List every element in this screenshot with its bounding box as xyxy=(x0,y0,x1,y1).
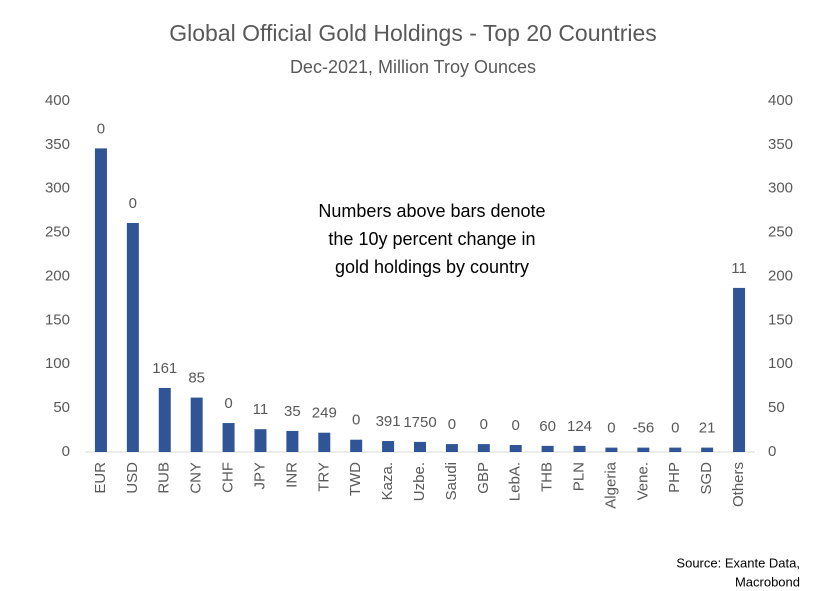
x-tick-label: Kaza. xyxy=(379,462,396,500)
y-tick-label: 300 xyxy=(45,180,70,197)
bar-label: 0 xyxy=(671,420,679,437)
x-tick-label: CNY xyxy=(188,462,205,494)
bar xyxy=(637,447,650,452)
source: Source: Exante Data, xyxy=(676,555,800,570)
bar xyxy=(605,447,618,452)
y2-tick-label: 300 xyxy=(768,180,793,197)
x-tick-label: JPY xyxy=(251,462,268,490)
annotation: the 10y percent change in xyxy=(328,229,535,249)
x-tick-label: INR xyxy=(283,462,300,488)
bar-label: 11 xyxy=(731,260,747,277)
y2-tick-label: 200 xyxy=(768,267,793,284)
x-tick-label: SGD xyxy=(698,462,715,495)
annotation: gold holdings by country xyxy=(335,257,529,277)
annotation: Numbers above bars denote xyxy=(318,201,545,221)
bar xyxy=(669,447,682,452)
bar xyxy=(701,447,714,452)
y-tick-label: 400 xyxy=(45,92,70,109)
bar xyxy=(541,445,554,452)
bar-label: 0 xyxy=(352,412,360,429)
bar xyxy=(126,222,139,452)
bar xyxy=(286,430,299,452)
bar xyxy=(445,444,458,452)
x-tick-label: Saudi xyxy=(443,462,460,500)
y2-tick-label: 50 xyxy=(768,399,785,416)
x-tick-label: PLN xyxy=(570,462,587,491)
x-tick-label: RUB xyxy=(156,462,173,494)
bar-label: 0 xyxy=(224,395,232,412)
bar xyxy=(222,423,235,452)
bar-label: 391 xyxy=(376,413,401,430)
chart-title: Global Official Gold Holdings - Top 20 C… xyxy=(169,20,657,46)
x-tick-label: TWD xyxy=(347,462,364,496)
x-tick-label: USD xyxy=(124,462,141,494)
bar-label: 0 xyxy=(448,416,456,433)
y-tick-label: 250 xyxy=(45,224,70,241)
y2-tick-label: 150 xyxy=(768,311,793,328)
bar xyxy=(477,444,490,452)
bar-label: 0 xyxy=(512,417,520,434)
y2-tick-label: 250 xyxy=(768,224,793,241)
bar xyxy=(382,441,395,452)
bar-label: 35 xyxy=(284,403,301,420)
bar xyxy=(94,148,107,452)
bar-label: 161 xyxy=(152,360,177,377)
y2-tick-label: 100 xyxy=(768,355,793,372)
bar-label: 11 xyxy=(253,401,269,418)
y-tick-label: 100 xyxy=(45,355,70,372)
bar-label: 60 xyxy=(539,418,556,435)
bar-label: 0 xyxy=(480,416,488,433)
x-tick-label: CHF xyxy=(220,462,237,493)
bar xyxy=(733,287,746,452)
bar-label: 0 xyxy=(129,195,137,212)
x-tick-label: THB xyxy=(539,462,556,492)
y2-tick-label: 0 xyxy=(768,443,776,460)
y2-tick-label: 350 xyxy=(768,136,793,153)
x-tick-label: Others xyxy=(730,462,747,507)
bar-label: 0 xyxy=(97,120,105,137)
bar-label: 0 xyxy=(607,420,615,437)
bar-label: 124 xyxy=(567,418,592,435)
y-tick-label: 0 xyxy=(62,443,70,460)
bar xyxy=(414,441,426,452)
bar xyxy=(158,387,171,452)
bar xyxy=(573,445,586,452)
bar-label: 1750 xyxy=(403,414,436,431)
x-tick-label: Uzbe. xyxy=(411,462,428,501)
x-tick-label: TRY xyxy=(315,462,332,492)
bar xyxy=(318,432,331,452)
bar-label: 21 xyxy=(699,420,716,437)
bar-label: 85 xyxy=(188,370,205,387)
bar xyxy=(254,429,267,452)
bar xyxy=(509,444,522,452)
bar xyxy=(350,439,363,452)
x-tick-label: Vene. xyxy=(634,462,651,500)
x-tick-label: Algeria xyxy=(602,461,619,508)
y-tick-label: 150 xyxy=(45,311,70,328)
x-tick-label: LebA. xyxy=(507,462,524,501)
y-tick-label: 50 xyxy=(53,399,70,416)
bar-label: -56 xyxy=(632,420,654,437)
chart-subtitle: Dec-2021, Million Troy Ounces xyxy=(290,57,536,77)
bar-label: 249 xyxy=(312,405,337,422)
bar xyxy=(190,397,203,452)
x-tick-label: GBP xyxy=(475,462,492,494)
x-tick-label: PHP xyxy=(666,462,683,493)
source: Macrobond xyxy=(735,574,800,589)
x-tick-label: EUR xyxy=(92,462,109,494)
y-tick-label: 350 xyxy=(45,136,70,153)
y2-tick-label: 400 xyxy=(768,92,793,109)
y-tick-label: 200 xyxy=(45,267,70,284)
